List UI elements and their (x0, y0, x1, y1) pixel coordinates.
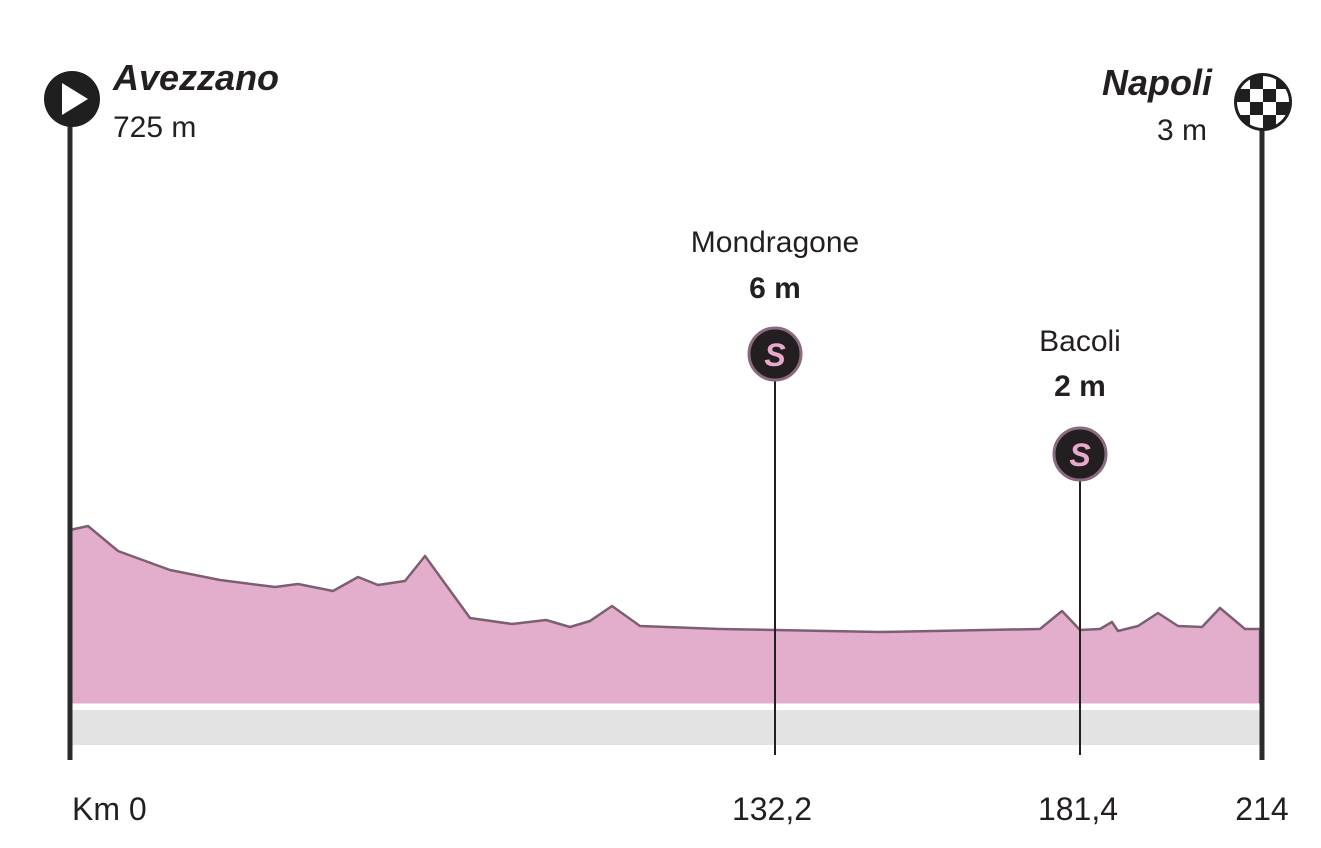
finish-km: 214 (1235, 791, 1288, 827)
sprint-icon-label: S (1069, 437, 1091, 473)
start-km: Km 0 (72, 791, 147, 827)
finish-name: Napoli (1102, 62, 1213, 103)
elevation-profile (68, 524, 1262, 707)
sprint-icon (747, 326, 803, 382)
sprint-icon (1052, 426, 1108, 482)
finish-icon (1234, 73, 1292, 131)
sprint-icon-label: S (764, 337, 786, 373)
sprint-km: 181,4 (1038, 791, 1118, 827)
sprint-name: Mondragone (691, 226, 859, 259)
sprint-elevation: 6 m (749, 272, 801, 305)
finish-elevation: 3 m (1157, 114, 1207, 147)
sprint-name: Bacoli (1039, 325, 1121, 358)
start-arrow (62, 83, 88, 115)
start-elevation: 725 m (113, 111, 196, 144)
sprint-elevation: 2 m (1054, 370, 1106, 403)
sprint-km: 132,2 (732, 791, 812, 827)
base-band (72, 710, 1260, 745)
start-name: Avezzano (112, 57, 279, 98)
